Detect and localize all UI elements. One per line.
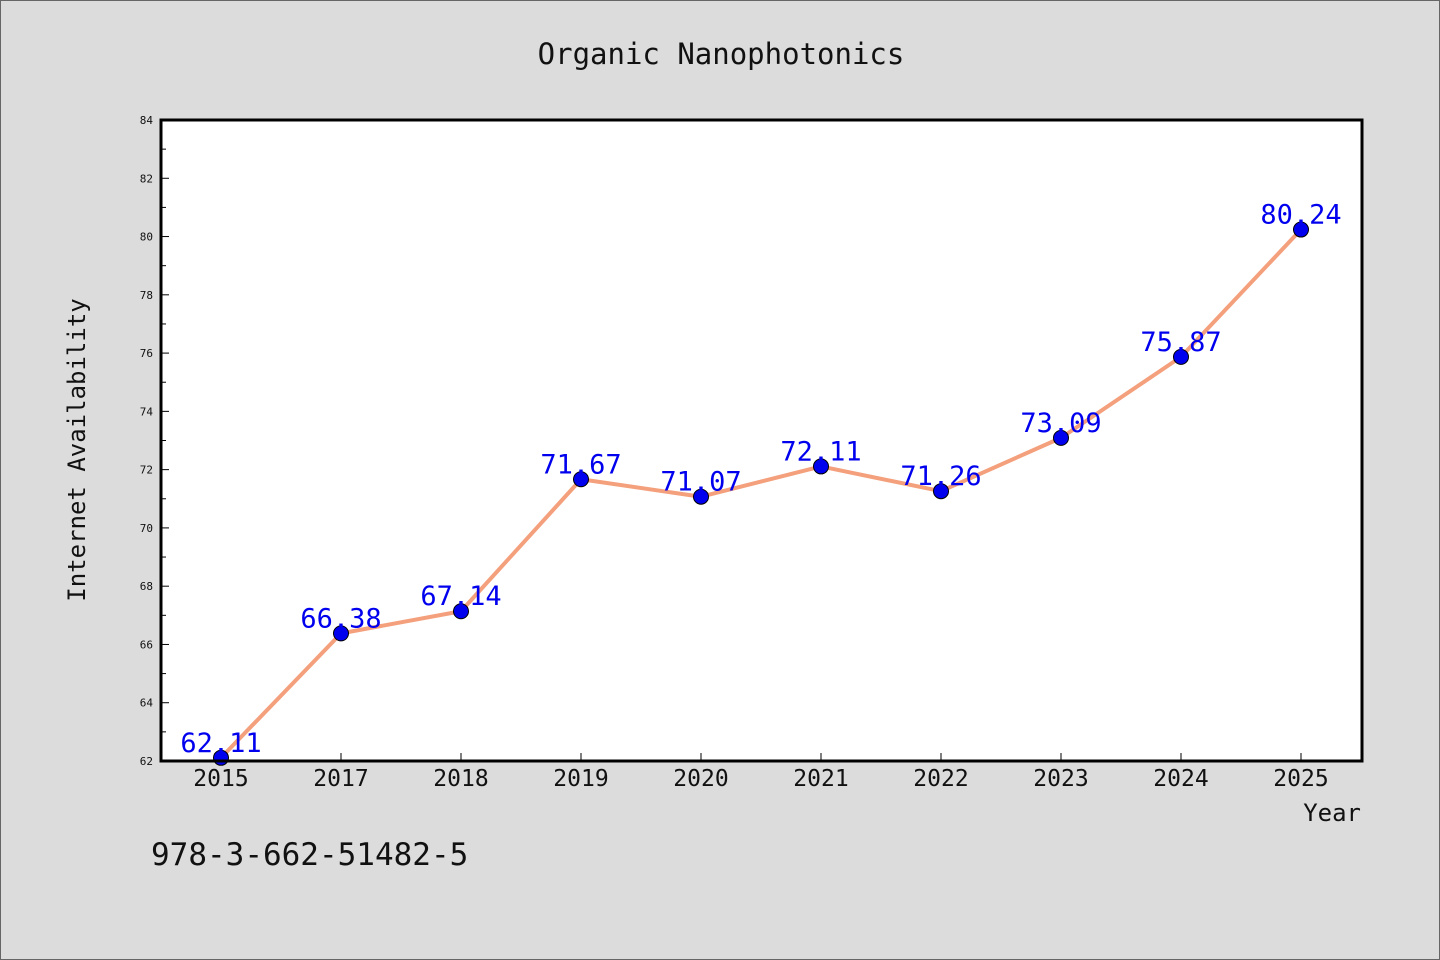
y-tick-label: 62: [140, 755, 153, 768]
plot-frame: [159, 118, 1364, 763]
data-label: 72.11: [780, 436, 861, 467]
data-label: 67.14: [420, 581, 501, 612]
y-tick-label: 76: [140, 347, 153, 360]
data-label: 66.38: [300, 603, 381, 634]
chart-title: Organic Nanophotonics: [538, 37, 905, 71]
x-tick-label: 2018: [433, 766, 488, 792]
data-point: [333, 625, 349, 642]
y-axis-ticks: 62 64 66 68 70 72 74 76 78 80 82 84: [140, 114, 169, 768]
x-tick-label: 2022: [913, 766, 968, 792]
data-label: 62.11: [180, 728, 261, 759]
data-point: [1053, 429, 1069, 446]
series-layer: 62.11 66.38 67.14 71.67 71.07 72.11 71.26 73.09…: [180, 200, 1342, 766]
footer-code: 978-3-662-51482-5: [151, 837, 468, 873]
data-point: [933, 483, 949, 500]
data-label: 71.26: [900, 461, 981, 492]
y-tick-label: 80: [140, 231, 153, 244]
data-point: [813, 458, 829, 475]
data-point: [1293, 221, 1309, 238]
data-point: [573, 471, 589, 488]
y-tick-label: 66: [140, 638, 153, 651]
y-tick-label: 84: [140, 114, 154, 127]
data-label: 71.07: [660, 467, 741, 498]
x-tick-label: 2023: [1033, 766, 1088, 792]
data-label: 71.67: [540, 449, 621, 480]
series-line: [219, 227, 1303, 760]
x-tick-label: 2025: [1273, 766, 1328, 792]
y-axis-label: Internet Availability: [63, 298, 91, 601]
y-tick-label: 64: [140, 697, 154, 710]
data-label: 80.24: [1260, 200, 1341, 231]
data-point: [453, 603, 469, 620]
x-tick-label: 2015: [193, 766, 248, 792]
y-tick-label: 70: [140, 522, 153, 535]
data-label: 73.09: [1020, 408, 1101, 439]
x-tick-label: 2024: [1153, 766, 1208, 792]
y-tick-label: 82: [140, 172, 153, 185]
y-tick-label: 74: [140, 405, 154, 418]
x-tick-label: 2017: [313, 766, 368, 792]
x-axis-ticks: 2015 2017 2018 2019 2020 2021 2022 2023 2024 2025: [193, 753, 1329, 792]
data-label: 75.87: [1140, 327, 1221, 358]
y-tick-label: 78: [140, 289, 153, 302]
y-tick-label: 72: [140, 464, 153, 477]
x-tick-label: 2021: [793, 766, 848, 792]
x-axis-label: Year: [1303, 799, 1361, 827]
data-point: [693, 488, 709, 505]
x-tick-label: 2019: [553, 766, 608, 792]
y-tick-label: 68: [140, 580, 153, 593]
plot-area: [161, 120, 1362, 761]
data-point: [1173, 348, 1189, 365]
x-tick-label: 2020: [673, 766, 728, 792]
